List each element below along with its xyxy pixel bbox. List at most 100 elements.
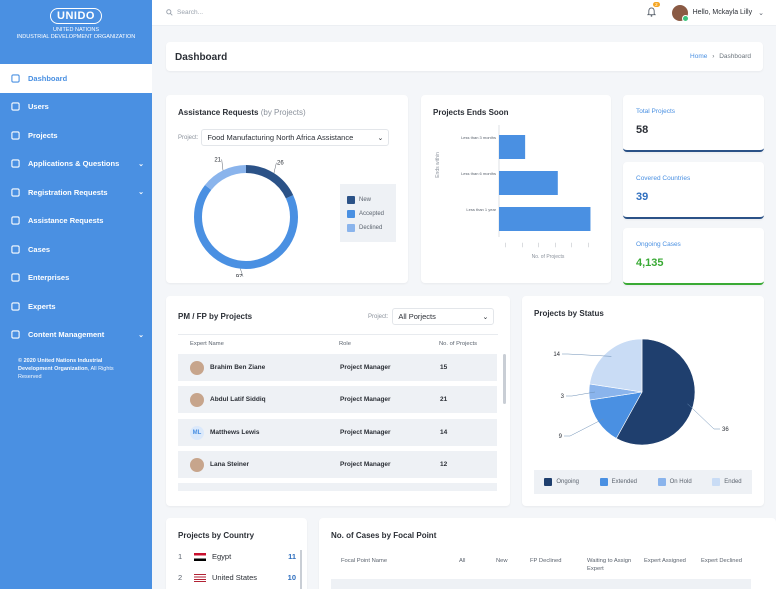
pie-slice-ongoing	[615, 338, 696, 446]
user-avatar[interactable]	[671, 4, 689, 22]
pie-value-label: 36	[722, 427, 729, 433]
stat-value: 58	[636, 124, 649, 136]
table-row[interactable]: ML Matthews Lewis Project Manager 14	[178, 419, 497, 446]
focal-header: Waiting to Assign Expert	[587, 558, 632, 572]
country-rank: 2	[178, 573, 183, 582]
legend-swatch	[347, 224, 355, 232]
pie-leader-line	[687, 403, 720, 430]
legend-item: Declined	[347, 224, 389, 232]
chevron-down-icon[interactable]: ⌄	[758, 9, 764, 17]
user-greeting[interactable]: Hello, Mckayla Lilly	[692, 9, 753, 16]
pm-project-select[interactable]: All Porjects ⌄	[392, 308, 495, 325]
y-axis-label: Ends within	[435, 152, 441, 178]
projects-by-status-card: Projects by Status 36 9 3 14 Ongoing Extende…	[522, 296, 764, 506]
table-row[interactable]: Lana Steiner Project Manager 12	[178, 451, 497, 478]
sidebar-item-label: Assistance Requests	[28, 216, 104, 226]
table-row[interactable]: Brahim Ben Ziane Project Manager 15	[178, 354, 497, 381]
legend-swatch	[347, 196, 355, 204]
projects-ends-soon-card: Projects Ends Soon Less than 3 months Les…	[421, 95, 611, 283]
assistance-requests-card: Assistance Requests (by Projects) Projec…	[166, 95, 408, 283]
enterprises-icon	[10, 273, 20, 283]
sidebar-item-content-management[interactable]: Content Management ⌄	[0, 321, 152, 350]
projects-by-country-card: Projects by Country 1 Egypt 11 2 United Stat…	[166, 518, 307, 589]
stat-label: Ongoing Cases	[636, 241, 681, 248]
assistance-donut-chart: 26 97 21	[194, 157, 298, 277]
sidebar-item-users[interactable]: Users	[0, 93, 152, 122]
pm-header-name: Expert Name	[190, 341, 224, 347]
sidebar-item-applications-questions[interactable]: Applications & Questions ⌄	[0, 150, 152, 179]
legend-item: Extended	[599, 478, 637, 486]
donut-slice-accepted	[194, 165, 298, 269]
sidebar-item-label: Experts	[28, 301, 56, 311]
assistance-subtitle: (by Projects)	[260, 108, 306, 117]
donut-value-label: 97	[236, 275, 243, 277]
sidebar-item-cases[interactable]: Cases	[0, 235, 152, 264]
sidebar-item-label: Content Management	[28, 330, 105, 340]
search-input[interactable]: Search...	[177, 9, 204, 16]
sidebar-item-assistance-requests[interactable]: Assistance Requests	[0, 207, 152, 236]
sidebar-item-projects[interactable]: Projects	[0, 121, 152, 150]
legend-label: Declined	[359, 225, 383, 231]
pm-project-select-value: All Porjects	[398, 312, 436, 321]
expert-role: Project Manager	[340, 461, 391, 468]
avatar	[190, 360, 204, 375]
country-count: 11	[288, 552, 296, 561]
x-tick-label: —	[503, 242, 508, 247]
sidebar-item-label: Registration Requests	[28, 187, 108, 197]
focal-point-card: No. of Cases by Focal Point Focal Point …	[319, 518, 776, 589]
sidebar-item-label: Cases	[28, 244, 51, 254]
list-item[interactable]: 2 United States 10	[178, 573, 296, 582]
project-count: 15	[440, 364, 448, 371]
expert-name: Abdul Latif Siddiq	[210, 396, 266, 403]
table-row[interactable]: Abdul Latif Siddiq Project Manager 21	[178, 386, 497, 413]
sidebar: UNIDO UNITED NATIONS INDUSTRIAL DEVELOPM…	[0, 0, 152, 589]
cases-icon	[10, 244, 20, 254]
project-count: 21	[440, 396, 448, 403]
pm-table-divider	[178, 334, 498, 335]
sidebar-item-experts[interactable]: Experts	[0, 292, 152, 321]
chevron-down-icon: ⌄	[138, 189, 144, 196]
bar-0	[499, 135, 526, 159]
expert-name: Matthews Lewis	[210, 429, 260, 436]
project-select-value: Food Manufacturing North Africa Assistan…	[207, 133, 354, 142]
focal-title: No. of Cases by Focal Point	[331, 531, 437, 540]
breadcrumb-home[interactable]: Home	[690, 53, 708, 60]
legend-label: Ended	[724, 479, 742, 485]
stat-label: Covered Countries	[636, 175, 691, 182]
notifications-button[interactable]: 2	[646, 1, 660, 19]
table-row[interactable]	[178, 483, 497, 491]
bar-2	[499, 207, 591, 231]
sidebar-item-dashboard[interactable]: Dashboard	[0, 64, 152, 93]
focal-header: New	[496, 558, 508, 564]
legend-label: New	[359, 197, 372, 203]
pm-table-scrollbar[interactable]	[503, 354, 506, 404]
list-item[interactable]: 1 Egypt 11	[178, 552, 296, 561]
legend-label: On Hold	[669, 479, 692, 485]
sidebar-item-registration-requests[interactable]: Registration Requests ⌄	[0, 178, 152, 207]
country-scrollbar[interactable]	[300, 550, 302, 589]
legend-swatch	[347, 210, 355, 218]
donut-value-label: 21	[214, 157, 221, 163]
legend-item: Ended	[712, 478, 742, 486]
x-tick-label: —	[569, 242, 574, 247]
stat-card-ongoing-cases: Ongoing Cases 4,135	[623, 228, 764, 285]
bar-category-label: Less than 3 months	[461, 135, 496, 140]
project-count: 12	[440, 461, 448, 468]
legend-swatch	[544, 478, 553, 486]
search-box[interactable]: Search...	[166, 9, 647, 16]
breadcrumb-separator: ›	[712, 53, 715, 60]
avatar: ML	[190, 425, 204, 440]
copyright-org: © 2020 United Nations Industrial Develop…	[18, 358, 103, 372]
country-count: 10	[287, 573, 296, 582]
sidebar-item-label: Dashboard	[28, 73, 68, 83]
x-axis-label: No. of Projects	[532, 254, 565, 260]
copyright-rest: , All Rights Reserved	[18, 366, 114, 380]
project-select[interactable]: Food Manufacturing North Africa Assistan…	[201, 129, 390, 146]
pie-slice-ended	[589, 338, 643, 393]
expert-role: Project Manager	[340, 364, 391, 371]
sidebar-item-enterprises[interactable]: Enterprises	[0, 264, 152, 293]
expert-role: Project Manager	[340, 429, 391, 436]
donut-value-label: 26	[277, 161, 284, 167]
ends-soon-title: Projects Ends Soon	[433, 108, 509, 117]
pie-value-label: 9	[559, 434, 563, 440]
